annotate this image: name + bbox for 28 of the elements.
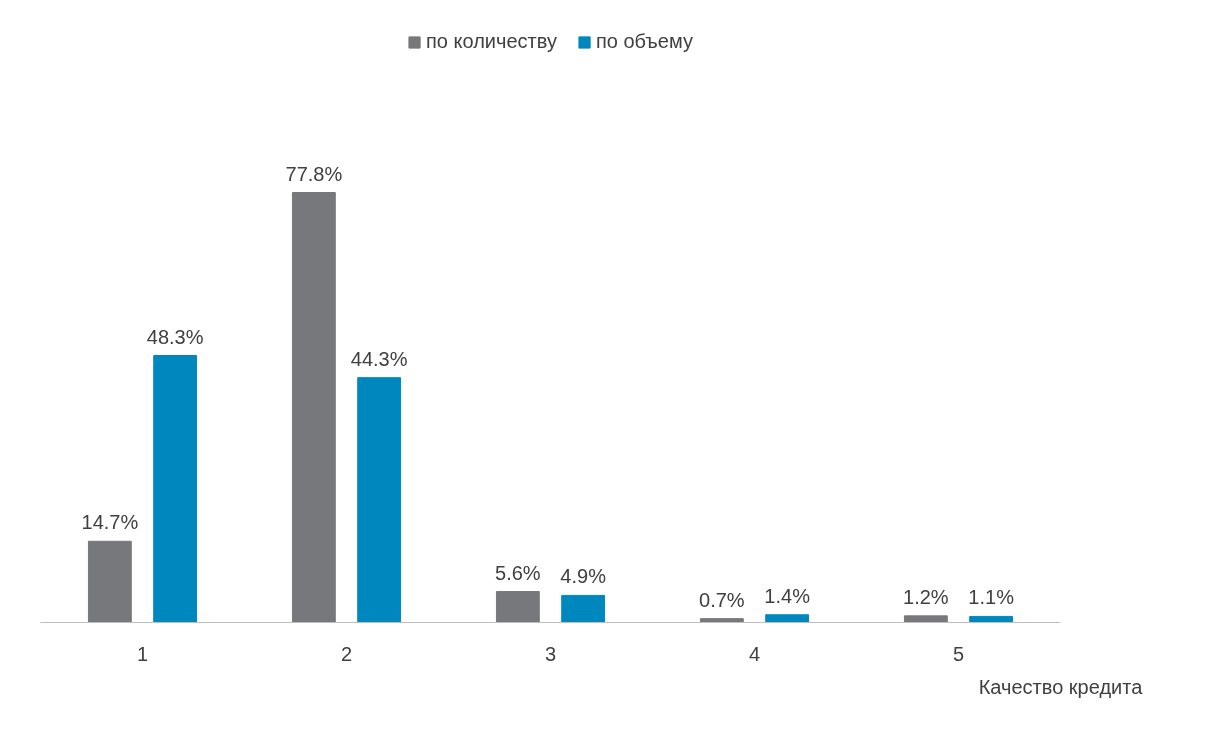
data-label: 44.3% — [350, 347, 408, 370]
bar — [357, 377, 402, 623]
x-axis-title: Качество кредита — [978, 675, 1144, 698]
data-label: 1.2% — [903, 585, 949, 608]
x-tick-label: 1 — [136, 642, 149, 665]
bar — [699, 618, 744, 623]
x-tick-label: 5 — [952, 642, 965, 665]
x-tick-label: 2 — [340, 642, 353, 665]
data-label: 14.7% — [81, 511, 139, 534]
data-label: 1.4% — [764, 584, 811, 607]
data-label: 1.1% — [968, 586, 1015, 609]
bar — [495, 591, 540, 623]
data-label: 5.6% — [495, 561, 541, 584]
x-tick-label: 4 — [748, 642, 761, 665]
bar — [153, 355, 198, 623]
bar — [765, 614, 810, 623]
data-label: 4.9% — [560, 565, 607, 588]
data-label: 48.3% — [146, 325, 204, 348]
data-label: 77.8% — [285, 162, 343, 185]
x-tick-label: 3 — [544, 642, 557, 665]
legend-label: по объему — [595, 30, 693, 53]
bar — [903, 615, 948, 623]
bar — [561, 594, 606, 623]
bar — [87, 540, 132, 623]
data-label: 0.7% — [699, 588, 745, 611]
bar — [291, 192, 336, 623]
bar — [969, 615, 1014, 623]
legend-label: по количеству — [426, 30, 557, 53]
